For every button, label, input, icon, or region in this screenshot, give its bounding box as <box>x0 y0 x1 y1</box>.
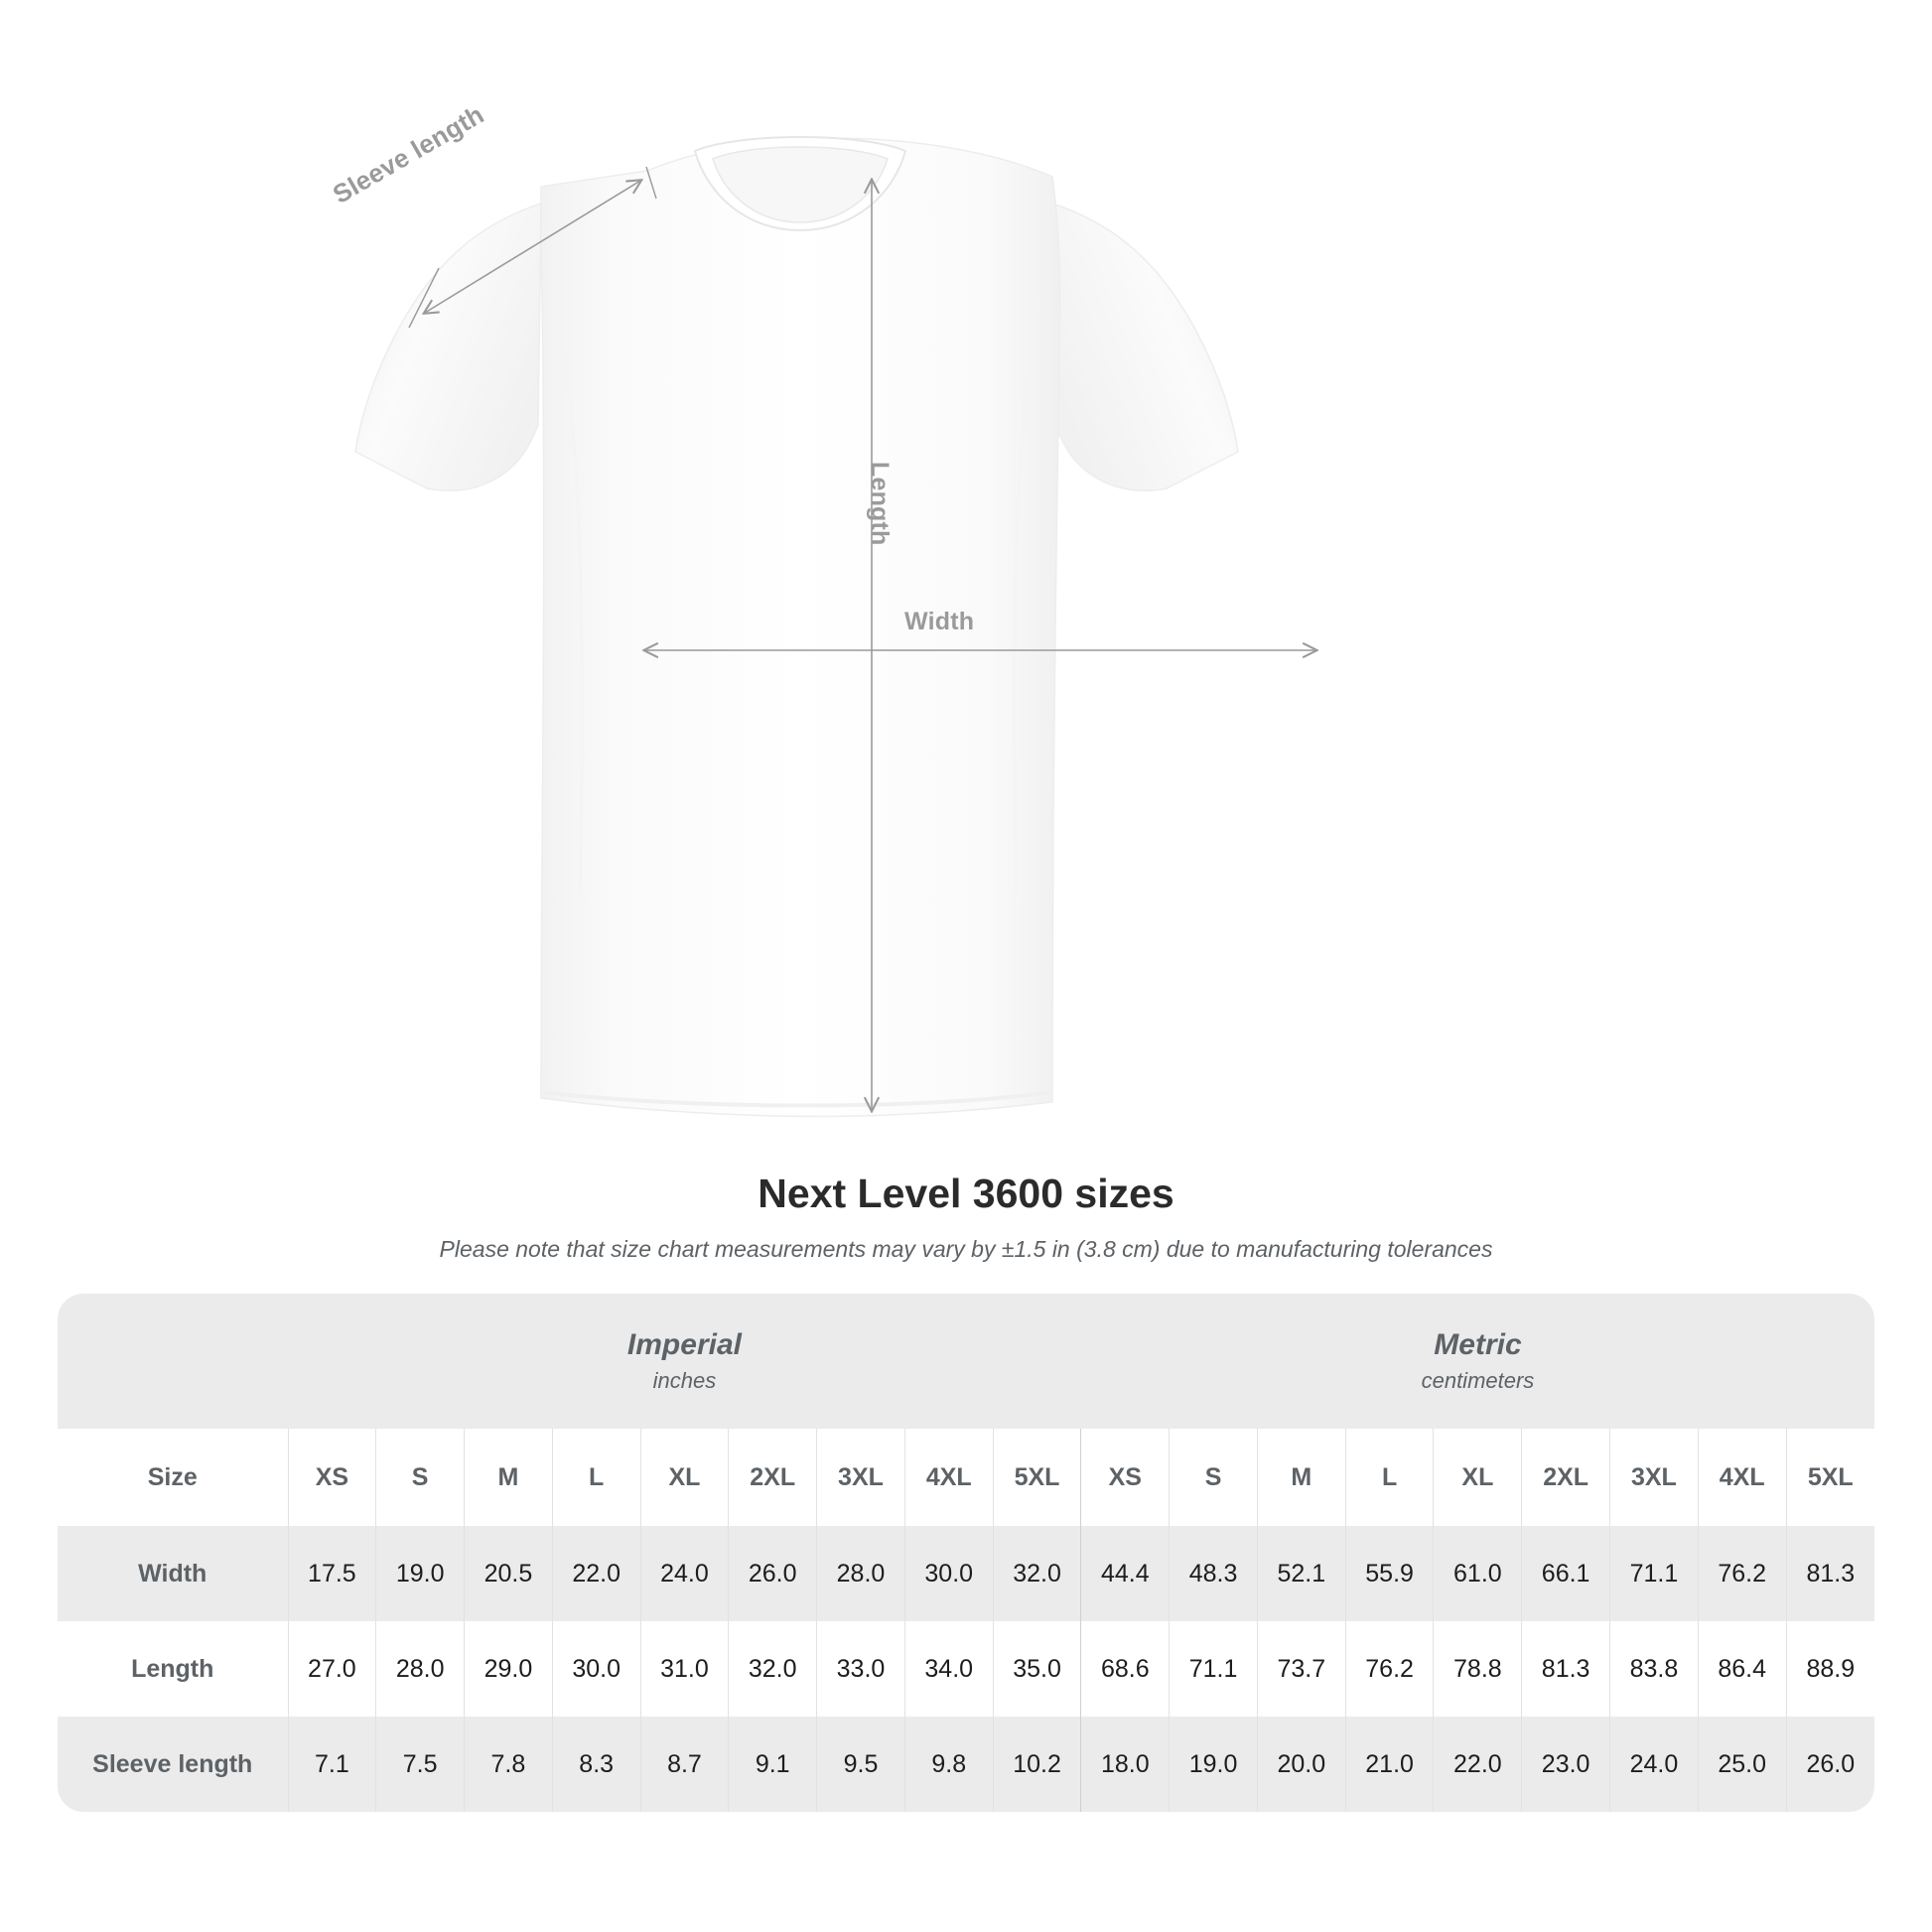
cell-length-imperial-l: 30.0 <box>551 1621 641 1717</box>
unit-group-row: Imperial inches Metric centimeters <box>58 1294 1874 1429</box>
column-header-metric-4xl: 4XL <box>1697 1429 1787 1526</box>
cell-length-metric-xs: 68.6 <box>1080 1621 1170 1717</box>
cell-length-imperial-s: 28.0 <box>375 1621 465 1717</box>
cell-width-metric-m: 52.1 <box>1256 1526 1346 1621</box>
page-subtitle: Please note that size chart measurements… <box>439 1236 1493 1263</box>
column-header-imperial-l: L <box>551 1429 641 1526</box>
cell-sleeve-metric-2xl: 23.0 <box>1521 1717 1610 1812</box>
cell-sleeve-metric-l: 21.0 <box>1344 1717 1434 1812</box>
cell-width-metric-s: 48.3 <box>1169 1526 1258 1621</box>
cell-length-imperial-4xl: 34.0 <box>903 1621 994 1717</box>
cell-sleeve-metric-5xl: 26.0 <box>1785 1717 1874 1812</box>
cell-sleeve-metric-3xl: 24.0 <box>1609 1717 1699 1812</box>
table-header-row: Size XS S M L XL 2XL 3XL 4XL 5XL XS S M … <box>58 1429 1874 1526</box>
unit-group-imperial-subtitle: inches <box>652 1368 717 1394</box>
cell-length-metric-2xl: 81.3 <box>1521 1621 1610 1717</box>
tshirt-graphic <box>354 135 1239 1118</box>
cell-length-imperial-3xl: 33.0 <box>816 1621 905 1717</box>
column-header-imperial-2xl: 2XL <box>728 1429 817 1526</box>
cell-length-imperial-xs: 27.0 <box>287 1621 376 1717</box>
row-label-length: Length <box>58 1621 288 1717</box>
cell-width-imperial-3xl: 28.0 <box>816 1526 905 1621</box>
table-row: Sleeve length 7.1 7.5 7.8 8.3 8.7 9.1 9.… <box>58 1717 1874 1812</box>
cell-length-imperial-xl: 31.0 <box>639 1621 729 1717</box>
column-header-metric-m: M <box>1256 1429 1346 1526</box>
column-header-metric-l: L <box>1344 1429 1434 1526</box>
cell-width-imperial-2xl: 26.0 <box>728 1526 817 1621</box>
cell-sleeve-imperial-l: 8.3 <box>551 1717 641 1812</box>
column-header-imperial-m: M <box>464 1429 553 1526</box>
cell-width-imperial-5xl: 32.0 <box>992 1526 1081 1621</box>
cell-sleeve-imperial-xl: 8.7 <box>639 1717 729 1812</box>
cell-length-metric-5xl: 88.9 <box>1785 1621 1874 1717</box>
column-header-metric-5xl: 5XL <box>1785 1429 1874 1526</box>
column-header-metric-xl: XL <box>1433 1429 1522 1526</box>
sleeve-length-measure-arrow <box>408 166 657 329</box>
cell-sleeve-imperial-s: 7.5 <box>375 1717 465 1812</box>
column-header-imperial-4xl: 4XL <box>903 1429 994 1526</box>
garment-illustration: Sleeve length Length Width <box>328 99 1932 1118</box>
row-label-sleeve-length: Sleeve length <box>58 1717 288 1812</box>
cell-length-metric-xl: 78.8 <box>1433 1621 1522 1717</box>
column-header-metric-3xl: 3XL <box>1609 1429 1699 1526</box>
table-row: Width 17.5 19.0 20.5 22.0 24.0 26.0 28.0… <box>58 1526 1874 1621</box>
cell-width-metric-xs: 44.4 <box>1080 1526 1170 1621</box>
cell-width-imperial-m: 20.5 <box>464 1526 553 1621</box>
size-header-label: Size <box>58 1429 288 1526</box>
column-header-imperial-s: S <box>375 1429 465 1526</box>
cell-width-imperial-4xl: 30.0 <box>903 1526 994 1621</box>
tshirt-diagram-svg <box>354 135 1932 1118</box>
cell-width-metric-3xl: 71.1 <box>1609 1526 1699 1621</box>
unit-group-imperial-title: Imperial <box>626 1327 742 1361</box>
cell-sleeve-metric-xl: 22.0 <box>1433 1717 1522 1812</box>
cell-sleeve-imperial-4xl: 9.8 <box>903 1717 994 1812</box>
cell-width-metric-xl: 61.0 <box>1433 1526 1522 1621</box>
row-label-width: Width <box>58 1526 288 1621</box>
cell-width-metric-2xl: 66.1 <box>1521 1526 1610 1621</box>
title-block: Next Level 3600 sizes Please note that s… <box>0 1170 1932 1263</box>
table-row: Length 27.0 28.0 29.0 30.0 31.0 32.0 33.… <box>58 1621 1874 1717</box>
unit-group-metric-subtitle: centimeters <box>1421 1368 1535 1394</box>
cell-sleeve-metric-s: 19.0 <box>1169 1717 1258 1812</box>
length-label: Length <box>866 462 894 546</box>
size-chart-table: Imperial inches Metric centimeters Size … <box>58 1294 1874 1812</box>
column-header-imperial-3xl: 3XL <box>816 1429 905 1526</box>
cell-length-metric-3xl: 83.8 <box>1609 1621 1699 1717</box>
column-header-metric-xs: XS <box>1080 1429 1170 1526</box>
cell-sleeve-metric-4xl: 25.0 <box>1697 1717 1787 1812</box>
cell-length-metric-l: 76.2 <box>1344 1621 1434 1717</box>
cell-width-imperial-xs: 17.5 <box>287 1526 376 1621</box>
cell-width-imperial-l: 22.0 <box>551 1526 641 1621</box>
unit-group-metric: Metric centimeters <box>1080 1294 1874 1429</box>
page-title: Next Level 3600 sizes <box>758 1171 1174 1216</box>
cell-width-imperial-s: 19.0 <box>375 1526 465 1621</box>
cell-sleeve-imperial-2xl: 9.1 <box>728 1717 817 1812</box>
unit-band-spacer <box>58 1294 288 1429</box>
cell-length-imperial-5xl: 35.0 <box>992 1621 1081 1717</box>
cell-length-metric-m: 73.7 <box>1256 1621 1346 1717</box>
cell-sleeve-imperial-3xl: 9.5 <box>816 1717 905 1812</box>
column-header-imperial-5xl: 5XL <box>992 1429 1081 1526</box>
cell-sleeve-imperial-xs: 7.1 <box>287 1717 376 1812</box>
unit-group-metric-title: Metric <box>1434 1327 1522 1361</box>
cell-width-metric-5xl: 81.3 <box>1785 1526 1874 1621</box>
unit-group-imperial: Imperial inches <box>288 1294 1081 1429</box>
size-chart-table-wrapper: Imperial inches Metric centimeters Size … <box>58 1294 1874 1812</box>
cell-sleeve-imperial-m: 7.8 <box>464 1717 553 1812</box>
cell-sleeve-metric-m: 20.0 <box>1256 1717 1346 1812</box>
width-label: Width <box>904 608 975 635</box>
cell-width-metric-4xl: 76.2 <box>1697 1526 1787 1621</box>
cell-length-imperial-2xl: 32.0 <box>728 1621 817 1717</box>
cell-length-imperial-m: 29.0 <box>464 1621 553 1717</box>
cell-length-metric-4xl: 86.4 <box>1697 1621 1787 1717</box>
cell-sleeve-metric-xs: 18.0 <box>1080 1717 1170 1812</box>
column-header-imperial-xl: XL <box>639 1429 729 1526</box>
cell-sleeve-imperial-5xl: 10.2 <box>992 1717 1081 1812</box>
cell-width-imperial-xl: 24.0 <box>639 1526 729 1621</box>
cell-width-metric-l: 55.9 <box>1344 1526 1434 1621</box>
column-header-metric-2xl: 2XL <box>1521 1429 1610 1526</box>
cell-length-metric-s: 71.1 <box>1169 1621 1258 1717</box>
column-header-imperial-xs: XS <box>287 1429 376 1526</box>
column-header-metric-s: S <box>1169 1429 1258 1526</box>
